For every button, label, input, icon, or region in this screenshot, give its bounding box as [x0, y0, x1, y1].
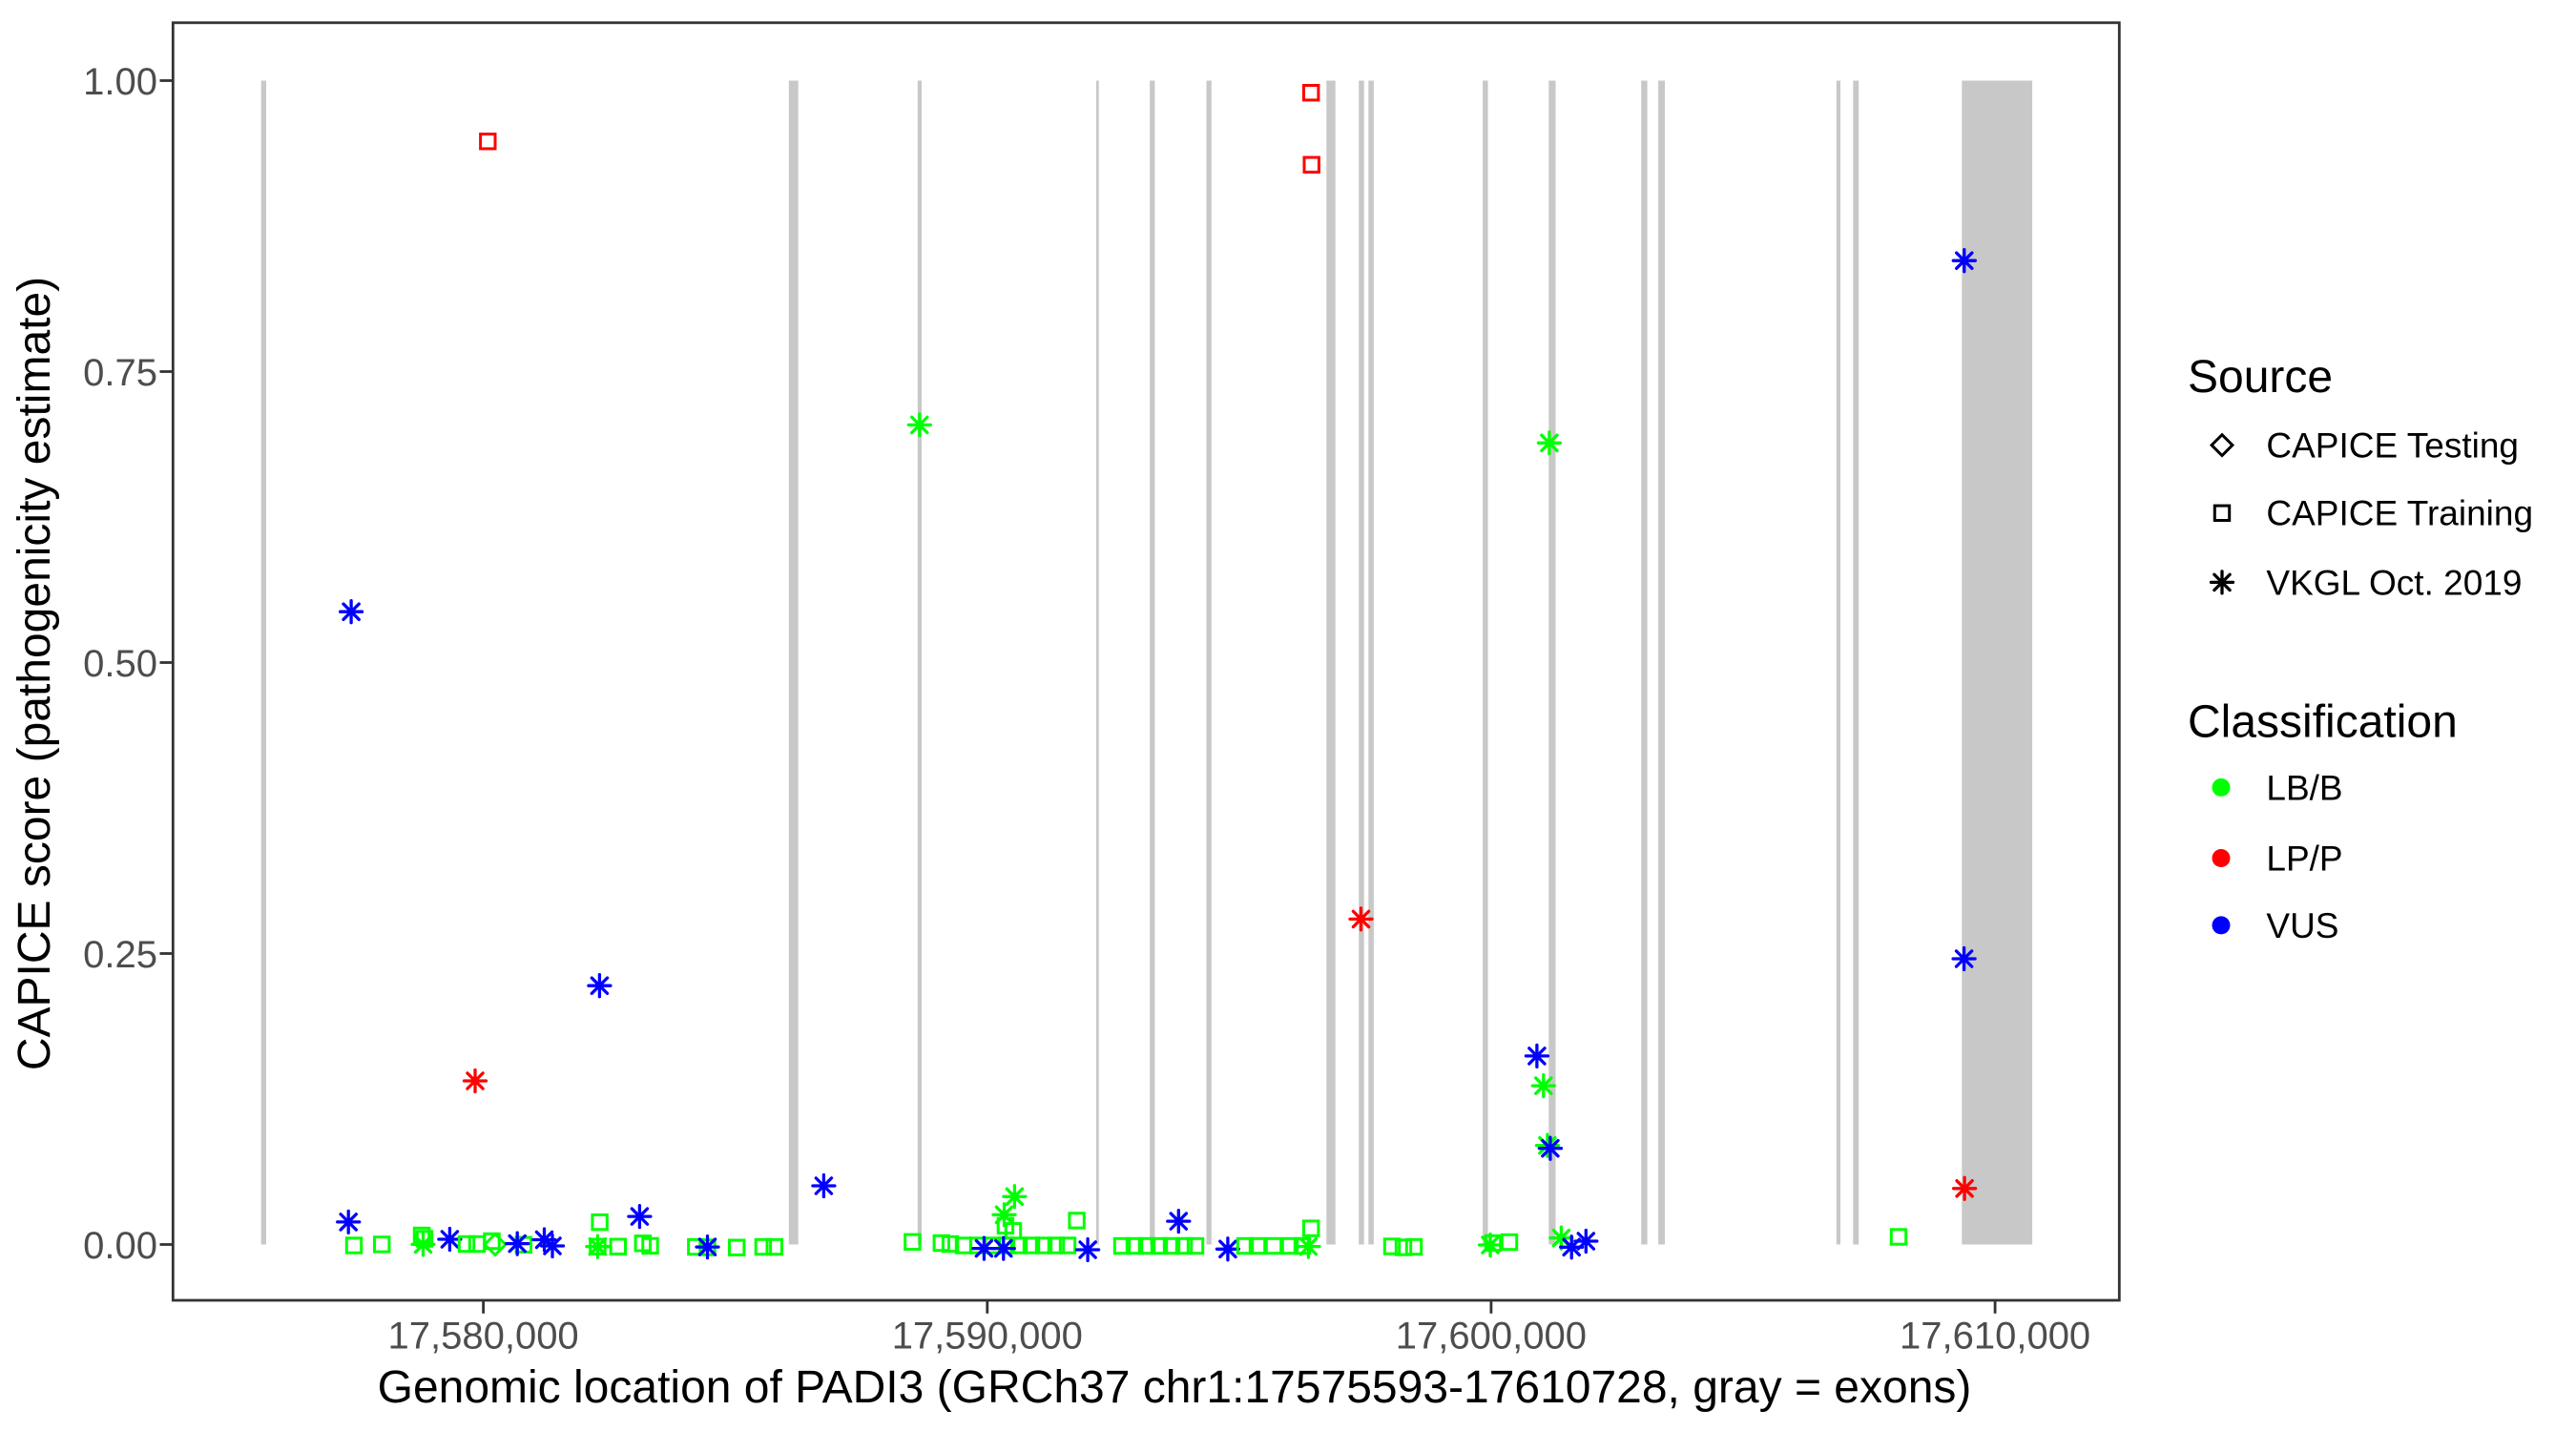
- svg-text:LP/P: LP/P: [2266, 839, 2342, 878]
- svg-text:Classification: Classification: [2188, 696, 2458, 747]
- svg-text:CAPICE Testing: CAPICE Testing: [2266, 426, 2519, 466]
- svg-text:CAPICE score (pathogenicity es: CAPICE score (pathogenicity estimate): [10, 277, 60, 1070]
- svg-text:17,590,000: 17,590,000: [892, 1316, 1083, 1358]
- svg-text:0.75: 0.75: [83, 352, 157, 394]
- svg-text:CAPICE Training: CAPICE Training: [2266, 494, 2533, 533]
- svg-text:VUS: VUS: [2266, 906, 2338, 945]
- svg-text:Source: Source: [2188, 352, 2333, 403]
- svg-text:17,580,000: 17,580,000: [387, 1316, 578, 1358]
- svg-text:0.50: 0.50: [83, 643, 157, 685]
- svg-text:0.25: 0.25: [83, 934, 157, 976]
- svg-text:Genomic location of PADI3 (GRC: Genomic location of PADI3 (GRCh37 chr1:1…: [378, 1362, 1972, 1413]
- svg-text:0.00: 0.00: [83, 1225, 157, 1267]
- svg-text:17,600,000: 17,600,000: [1396, 1316, 1587, 1358]
- svg-text:1.00: 1.00: [83, 61, 157, 103]
- svg-text:VKGL Oct. 2019: VKGL Oct. 2019: [2266, 563, 2522, 602]
- svg-text:17,610,000: 17,610,000: [1900, 1316, 2090, 1358]
- svg-text:LB/B: LB/B: [2266, 768, 2342, 807]
